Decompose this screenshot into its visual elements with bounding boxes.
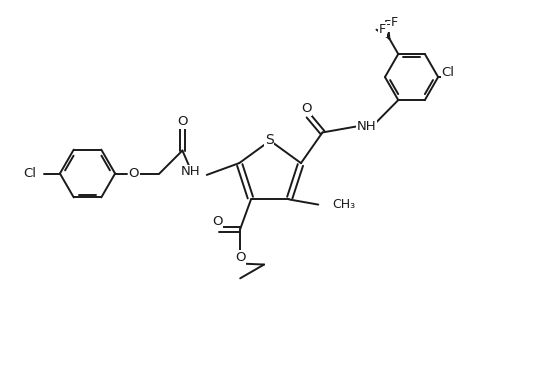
Text: F: F [384, 18, 391, 32]
Text: O: O [177, 116, 188, 128]
Text: Cl: Cl [442, 66, 454, 79]
Text: NH: NH [180, 166, 200, 178]
Text: NH: NH [356, 120, 376, 133]
Text: O: O [235, 251, 245, 264]
Text: O: O [129, 167, 139, 180]
Text: F: F [390, 17, 398, 29]
Text: Cl: Cl [23, 167, 36, 180]
Text: F: F [379, 23, 386, 36]
Text: S: S [265, 133, 273, 147]
Text: O: O [212, 215, 223, 228]
Text: O: O [301, 102, 312, 116]
Text: CH₃: CH₃ [332, 198, 355, 211]
